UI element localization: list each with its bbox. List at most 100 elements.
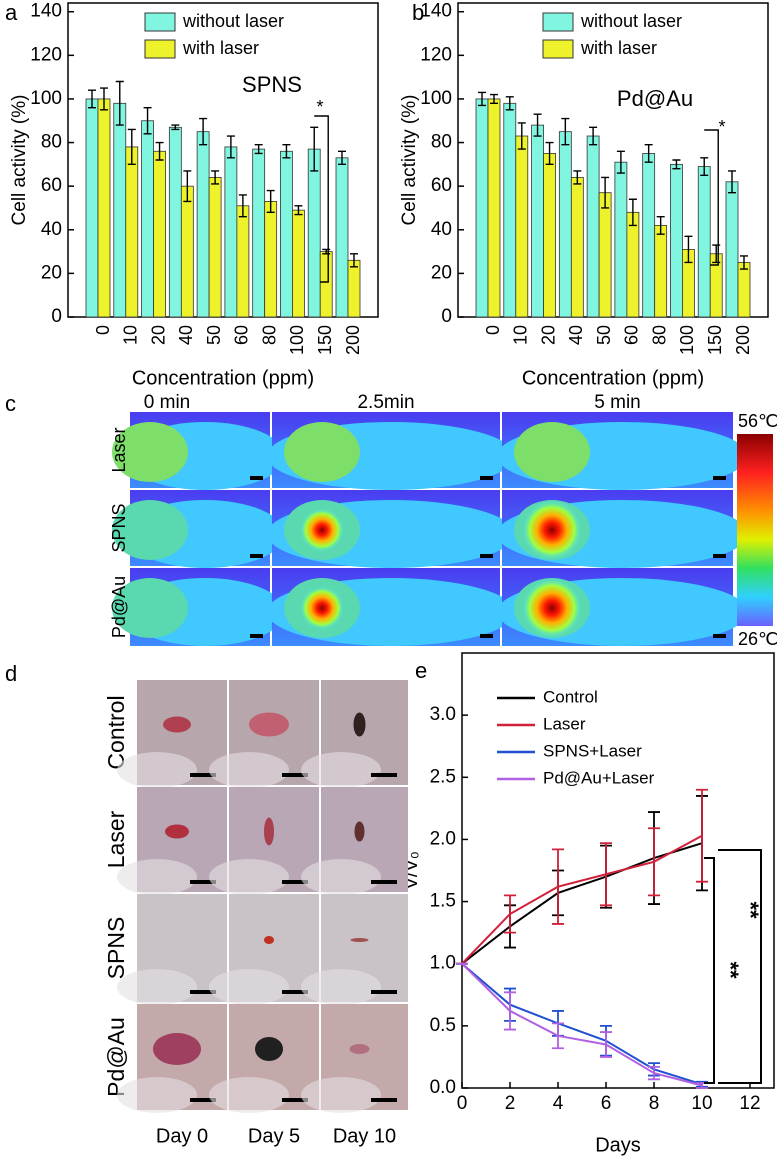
error-bar (600, 842, 612, 907)
bar (531, 124, 544, 318)
annotation: * (718, 117, 725, 137)
x-tick-label: 0 (483, 325, 503, 335)
legend-swatch (542, 39, 574, 59)
fur-highlight (117, 752, 197, 788)
fur-highlight (301, 969, 381, 1005)
error-bar (648, 1065, 660, 1081)
x-tick-label: 12 (739, 1093, 760, 1114)
bar (180, 185, 194, 318)
y-tick-label: 140 (420, 1, 452, 22)
legend-label: without laser (580, 11, 682, 31)
x-axis-label: Concentration (ppm) (132, 367, 314, 389)
axis-frame (461, 652, 775, 1089)
y-tick-label: 1.5 (430, 891, 456, 912)
error-bar (478, 91, 486, 107)
fur-highlight (209, 752, 289, 788)
bar (570, 177, 584, 318)
thermal-image (497, 568, 748, 646)
legend-label: Laser (543, 714, 586, 733)
row-label: SPNS (109, 503, 129, 552)
scale-bar (250, 554, 263, 558)
bar (335, 157, 349, 318)
error-bar (115, 80, 124, 126)
wound (153, 1033, 201, 1065)
error-bar (601, 176, 610, 209)
line (461, 962, 703, 1086)
column-label: 5 min (594, 392, 640, 413)
error-bar (589, 126, 598, 146)
error-bar (266, 189, 275, 214)
fur-highlight (301, 1077, 381, 1113)
error-bar (552, 848, 564, 925)
x-axis-label: Days (595, 1134, 641, 1156)
photo (301, 1004, 408, 1113)
row-label: Pd@Au (103, 1017, 129, 1097)
y-tick-label: 40 (41, 219, 62, 240)
legend-label: with laser (182, 38, 259, 58)
bar (642, 153, 656, 318)
thermal-image (497, 412, 748, 490)
error-bar (127, 128, 136, 166)
y-tick-label: 100 (30, 88, 62, 109)
error-bar (100, 87, 108, 111)
scale-bar (713, 554, 726, 558)
thermal-image (497, 490, 748, 568)
y-tick-label: 0.5 (430, 1015, 456, 1036)
bar (196, 131, 210, 318)
photo (117, 787, 227, 895)
scale-bar (713, 476, 726, 480)
scale-bar (250, 634, 263, 638)
row-label: Pd@Au (109, 576, 129, 638)
bar (503, 102, 517, 318)
bar (654, 225, 668, 318)
error-bar (143, 106, 152, 135)
y-tick-label: 120 (420, 44, 452, 65)
error-bar (238, 194, 247, 218)
column-label: Day 0 (156, 1125, 208, 1147)
fur-highlight (301, 752, 381, 788)
scale-bar (480, 476, 493, 480)
error-bar (490, 93, 498, 105)
bar (208, 177, 222, 318)
panel-label: d (5, 661, 17, 686)
wound (349, 1044, 370, 1054)
y-tick-label: 60 (431, 175, 452, 196)
tumor-region (284, 422, 360, 482)
tumor-region (514, 422, 590, 482)
fur-highlight (209, 859, 289, 895)
x-tick-label: 40 (176, 325, 196, 345)
y-tick-label: 0 (51, 306, 62, 327)
column-label: 2.5min (357, 392, 414, 413)
wound (264, 936, 274, 944)
error-bar (700, 157, 709, 176)
x-tick-label: 10 (121, 325, 141, 345)
bar (252, 148, 266, 318)
bar (586, 135, 600, 318)
column-label: Day 5 (248, 1125, 300, 1147)
bar (224, 146, 238, 318)
thermal-image (267, 412, 515, 490)
error-bar (545, 141, 554, 166)
y-tick-label: 0 (441, 306, 452, 327)
column-label: 0 min (144, 392, 190, 413)
error-bar (648, 827, 660, 897)
bar (670, 163, 683, 318)
y-tick-label: 3.0 (430, 704, 456, 725)
bar (487, 98, 501, 318)
axis-frame (67, 2, 379, 318)
line (461, 834, 703, 965)
bar (543, 153, 556, 318)
y-tick-label: 60 (41, 175, 62, 196)
error-bar (517, 122, 526, 150)
photo (117, 680, 227, 788)
x-tick-label: 6 (601, 1093, 612, 1114)
bar (292, 209, 305, 318)
annotation: SPNS (242, 72, 302, 97)
x-tick-label: 10 (691, 1093, 712, 1114)
y-tick-label: 1.0 (430, 953, 456, 974)
bar (307, 148, 321, 318)
error-bar (88, 89, 96, 109)
bar (626, 211, 640, 318)
x-tick-label: 40 (566, 325, 586, 345)
